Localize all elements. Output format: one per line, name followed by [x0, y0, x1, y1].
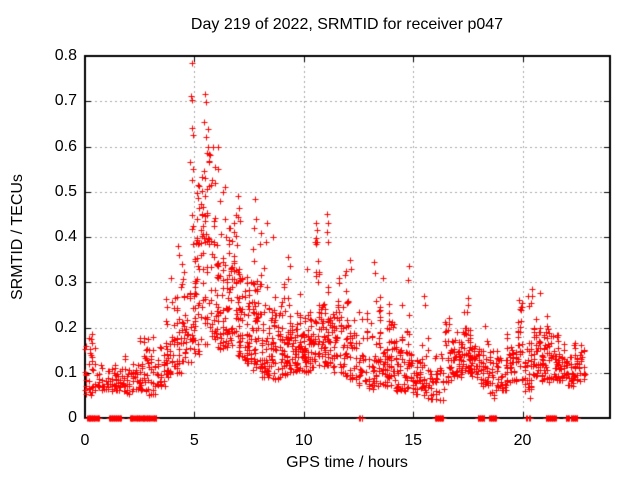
- y-tick-label: 0.3: [54, 273, 77, 291]
- x-tick-label: 10: [294, 432, 313, 449]
- x-tick-label: 15: [404, 432, 423, 449]
- chart-title: Day 219 of 2022, SRMTID for receiver p04…: [190, 16, 504, 33]
- y-tick-label: 0.8: [54, 47, 77, 64]
- x-tick-label: 20: [513, 432, 532, 449]
- y-tick-label: 0.7: [54, 92, 77, 110]
- y-tick-label: 0.1: [54, 363, 77, 381]
- y-tick-label: 0.6: [54, 137, 77, 155]
- y-tick-label: 0: [68, 409, 77, 426]
- y-tick-label: 0.4: [54, 228, 77, 245]
- x-tick-label: 5: [189, 432, 199, 449]
- y-tick-label: 0.5: [54, 182, 77, 200]
- x-axis-label: GPS time / hours: [286, 454, 408, 471]
- x-tick-label: 0: [80, 432, 90, 449]
- y-tick-label: 0.2: [54, 318, 77, 336]
